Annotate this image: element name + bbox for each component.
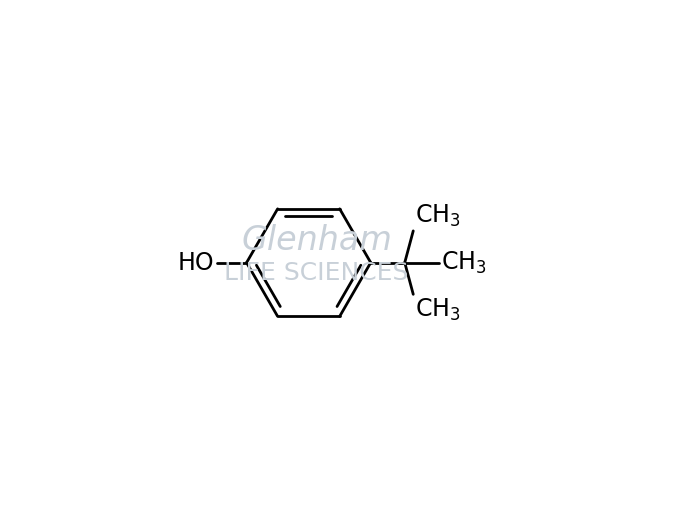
Text: HO: HO <box>178 251 214 275</box>
Text: CH$_3$: CH$_3$ <box>441 250 487 276</box>
Text: CH$_3$: CH$_3$ <box>416 296 461 322</box>
Text: CH$_3$: CH$_3$ <box>416 203 461 229</box>
Text: Glenham: Glenham <box>242 224 392 257</box>
Text: LIFE SCIENCES: LIFE SCIENCES <box>225 261 409 284</box>
